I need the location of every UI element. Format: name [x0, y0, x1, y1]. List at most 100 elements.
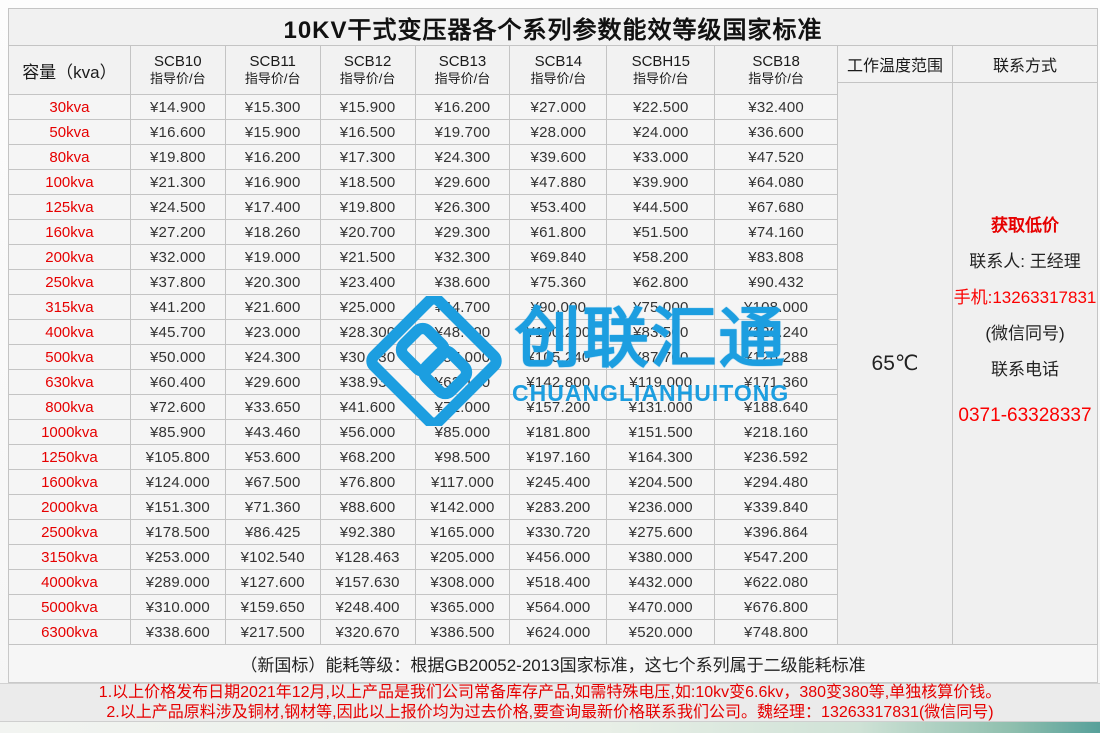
price-cell: ¥85.900 — [130, 420, 226, 445]
series-sublabel: 指导价/台 — [149, 71, 206, 86]
price-cell: ¥275.600 — [607, 520, 716, 545]
price-cell: ¥119.000 — [607, 370, 716, 395]
price-cell: ¥75.000 — [607, 295, 716, 320]
price-cell: ¥28.300 — [320, 320, 416, 345]
price-cell: ¥39.600 — [510, 145, 608, 170]
contact-cell: 获取低价 联系人: 王经理 手机:13263317831 (微信同号) 联系电话… — [953, 83, 1098, 645]
table-row: 630kva ¥60.400 ¥29.600 ¥38.930 ¥62.100 ¥142.8… — [9, 370, 839, 395]
price-cell: ¥380.000 — [607, 545, 716, 570]
disclaimer-line-1: 1.以上价格发布日期2021年12月,以上产品是我们公司常备库存产品,如需特殊电… — [98, 684, 1002, 701]
price-cell: ¥178.500 — [130, 520, 226, 545]
price-cell: ¥67.500 — [225, 470, 321, 495]
price-cell: ¥17.300 — [320, 145, 416, 170]
price-cell: ¥171.360 — [715, 370, 839, 395]
price-cell: ¥23.400 — [320, 270, 416, 295]
price-cell: ¥308.000 — [415, 570, 511, 595]
capacity-cell: 4000kva — [9, 570, 131, 595]
price-cell: ¥564.000 — [510, 595, 608, 620]
price-cell: ¥26.300 — [415, 195, 511, 220]
capacity-cell: 3150kva — [9, 545, 131, 570]
table-row: 2000kva ¥151.300 ¥71.360 ¥88.600 ¥142.000 ¥28… — [9, 495, 839, 520]
capacity-cell: 2500kva — [9, 520, 131, 545]
price-cell: ¥30.630 — [320, 345, 416, 370]
contact-headline: 获取低价 — [990, 215, 1059, 235]
price-cell: ¥75.360 — [510, 270, 608, 295]
price-cell: ¥622.080 — [715, 570, 839, 595]
capacity-cell: 800kva — [9, 395, 131, 420]
capacity-cell: 30kva — [9, 95, 131, 120]
price-cell: ¥518.400 — [510, 570, 608, 595]
price-cell: ¥127.600 — [225, 570, 321, 595]
price-cell: ¥105.800 — [130, 445, 226, 470]
price-cell: ¥236.592 — [715, 445, 839, 470]
price-cell: ¥22.500 — [607, 95, 716, 120]
series-sublabel: 指导价/台 — [339, 71, 396, 86]
capacity-cell: 315kva — [9, 295, 131, 320]
series-header: SCB14 指导价/台 — [510, 46, 608, 95]
contact-column: 联系方式 获取低价 联系人: 王经理 手机:13263317831 (微信同号)… — [953, 46, 1098, 645]
series-header: SCB18 指导价/台 — [715, 46, 839, 95]
capacity-cell: 50kva — [9, 120, 131, 145]
price-cell: ¥56.000 — [320, 420, 416, 445]
table-row: 400kva ¥45.700 ¥23.000 ¥28.300 ¥48.000 ¥100.2… — [9, 320, 839, 345]
series-name: SCB18 — [752, 53, 800, 70]
standard-note-text: （新国标）能耗等级：根据GB20052-2013国家标准，这七个系列属于二级能耗… — [240, 656, 866, 675]
price-cell: ¥432.000 — [607, 570, 716, 595]
right-panel: 工作温度范围 65℃ 联系方式 获取低价 联系人: 王经理 手机:1326331… — [838, 46, 1098, 645]
table-header-row: 容量（kva） SCB10 指导价/台 SCB11 指导价/台 SCB12 指导价/台 SC… — [9, 46, 839, 95]
price-cell: ¥29.600 — [225, 370, 321, 395]
series-header: SCB12 指导价/台 — [320, 46, 416, 95]
series-name: SCB12 — [343, 53, 392, 70]
contact-phone-label: 联系电话 — [990, 359, 1059, 379]
price-cell: ¥151.500 — [607, 420, 716, 445]
disclaimer-line-2: 2.以上产品原料涉及铜材,钢材等,因此以上报价均为过去价格,要查询最新价格联系我… — [106, 704, 994, 721]
price-cell: ¥87.700 — [607, 345, 716, 370]
table-row: 160kva ¥27.200 ¥18.260 ¥20.700 ¥29.300 ¥61.80… — [9, 220, 839, 245]
contact-wechat-note: (微信同号) — [985, 323, 1065, 343]
price-cell: ¥53.400 — [510, 195, 608, 220]
price-cell: ¥19.700 — [415, 120, 511, 145]
price-cell: ¥217.500 — [225, 620, 321, 645]
price-cell: ¥48.000 — [415, 320, 511, 345]
capacity-cell: 1250kva — [9, 445, 131, 470]
price-cell: ¥24.000 — [607, 120, 716, 145]
capacity-cell: 200kva — [9, 245, 131, 270]
price-cell: ¥68.200 — [320, 445, 416, 470]
price-cell: ¥547.200 — [715, 545, 839, 570]
price-cell: ¥159.650 — [225, 595, 321, 620]
table-row: 315kva ¥41.200 ¥21.600 ¥25.000 ¥44.700 ¥90.00… — [9, 295, 839, 320]
price-cell: ¥24.300 — [225, 345, 321, 370]
price-cell: ¥50.000 — [130, 345, 226, 370]
price-cell: ¥181.800 — [510, 420, 608, 445]
table-row: 250kva ¥37.800 ¥20.300 ¥23.400 ¥38.600 ¥75.36… — [9, 270, 839, 295]
price-cell: ¥74.160 — [715, 220, 839, 245]
table-row: 80kva ¥19.800 ¥16.200 ¥17.300 ¥24.300 ¥39.600… — [9, 145, 839, 170]
price-cell: ¥29.300 — [415, 220, 511, 245]
capacity-cell: 125kva — [9, 195, 131, 220]
temperature-header: 工作温度范围 — [838, 46, 953, 83]
price-cell: ¥33.650 — [225, 395, 321, 420]
contact-mobile: 手机:13263317831 — [953, 287, 1097, 307]
price-cell: ¥33.000 — [607, 145, 716, 170]
price-cell: ¥20.700 — [320, 220, 416, 245]
price-cell: ¥188.640 — [715, 395, 839, 420]
price-cell: ¥98.500 — [415, 445, 511, 470]
price-cell: ¥88.600 — [320, 495, 416, 520]
contact-block: 获取低价 联系人: 王经理 手机:13263317831 (微信同号) 联系电话… — [954, 211, 1097, 427]
price-cell: ¥60.400 — [130, 370, 226, 395]
price-cell: ¥19.000 — [225, 245, 321, 270]
capacity-cell: 630kva — [9, 370, 131, 395]
price-cell: ¥16.500 — [320, 120, 416, 145]
price-cell: ¥16.200 — [225, 145, 321, 170]
price-cell: ¥165.000 — [415, 520, 511, 545]
price-cell: ¥37.800 — [130, 270, 226, 295]
price-cell: ¥386.500 — [415, 620, 511, 645]
price-cell: ¥310.000 — [130, 595, 226, 620]
price-cell: ¥21.600 — [225, 295, 321, 320]
price-cell: ¥18.500 — [320, 170, 416, 195]
price-cell: ¥85.000 — [415, 420, 511, 445]
price-cell: ¥23.000 — [225, 320, 321, 345]
price-cell: ¥20.300 — [225, 270, 321, 295]
price-cell: ¥164.300 — [607, 445, 716, 470]
price-cell: ¥44.500 — [607, 195, 716, 220]
